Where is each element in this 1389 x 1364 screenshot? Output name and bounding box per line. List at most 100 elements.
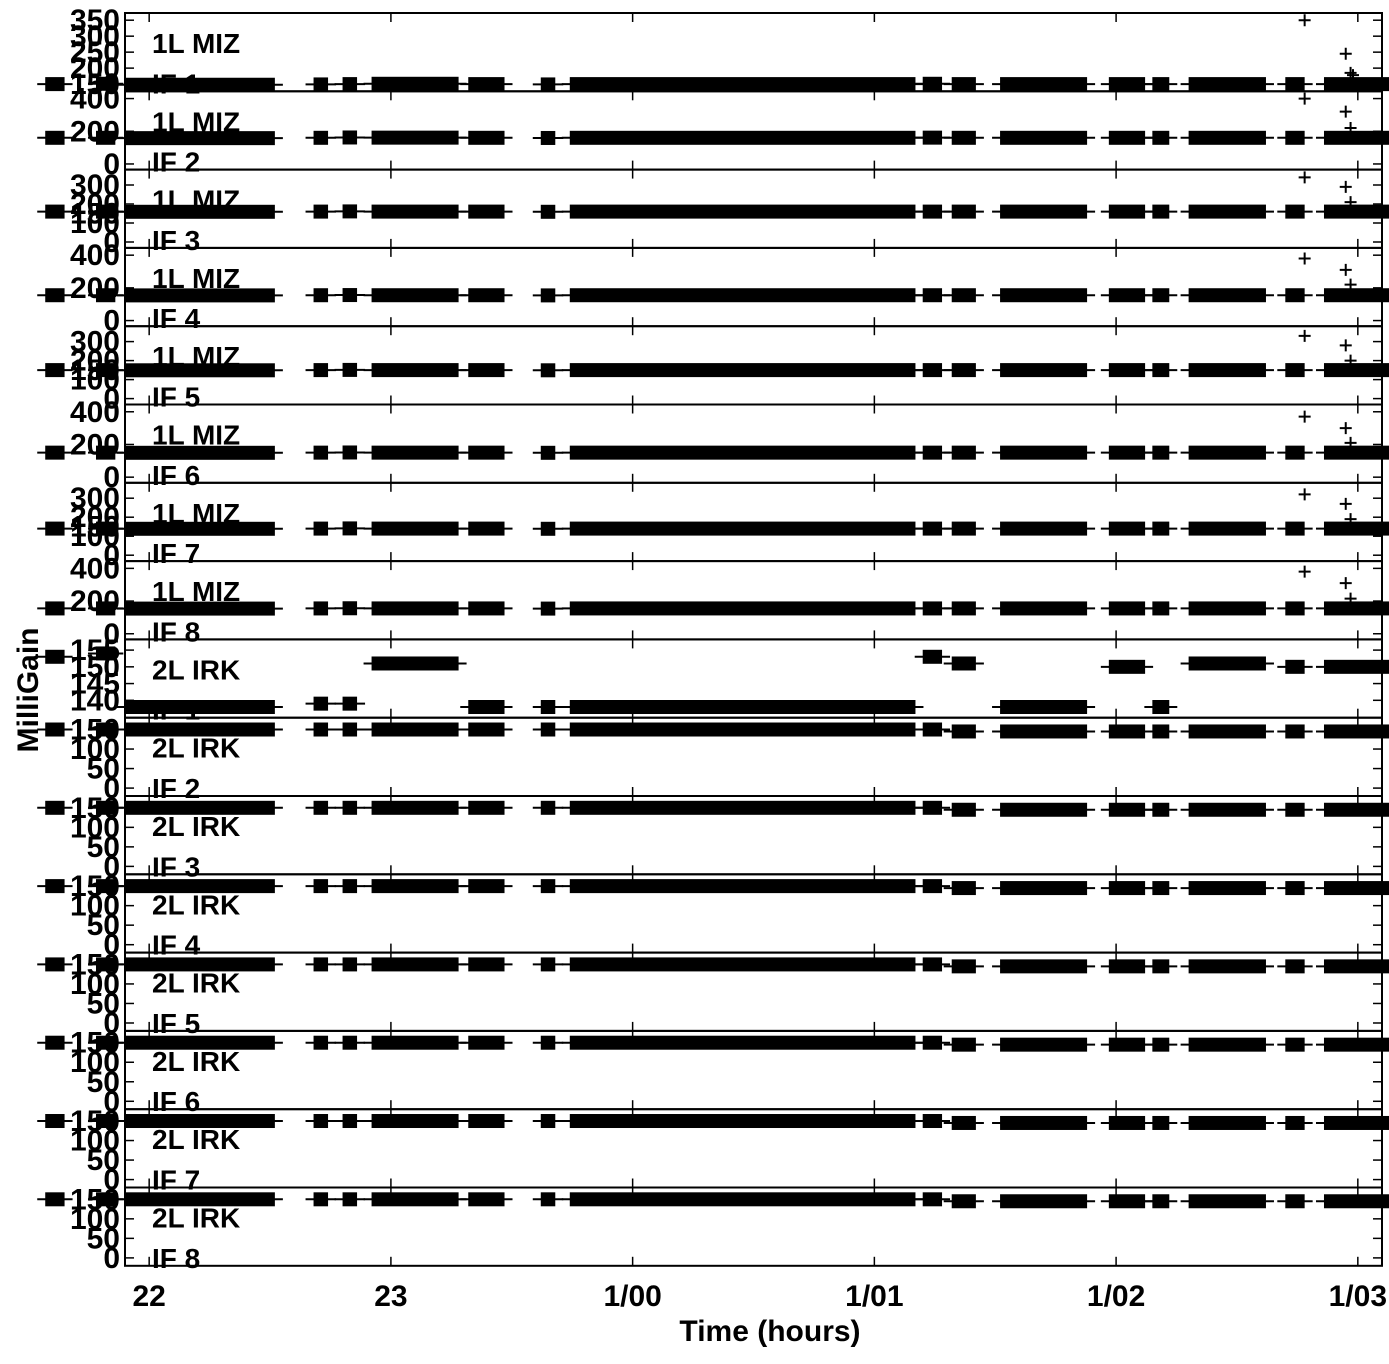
- y-tick-label: 145: [70, 668, 120, 701]
- y-tick-label: 0: [103, 226, 120, 259]
- y-tick-label: 100: [70, 811, 120, 844]
- outlier-point: [1344, 196, 1357, 209]
- panel-if-label: IF 4: [152, 930, 201, 961]
- y-tick-label: 400: [70, 396, 120, 429]
- panel-if-label: IF 3: [152, 225, 200, 256]
- y-tick-label: 100: [70, 968, 120, 1001]
- y-tick-label: 350: [70, 4, 120, 37]
- y-tick-label: 0: [103, 461, 120, 494]
- y-tick-label: 100: [70, 733, 120, 766]
- y-tick-label: 0: [103, 383, 120, 416]
- y-tick-label: 0: [103, 1085, 120, 1118]
- x-tick-label: 1/01: [845, 1280, 903, 1313]
- panel-frame: [124, 560, 1383, 641]
- panel-antenna-label: 2L IRK: [152, 811, 240, 842]
- outlier-point: [1339, 497, 1352, 510]
- x-tick-label: 22: [132, 1280, 165, 1313]
- y-tick-label: 50: [87, 909, 120, 942]
- y-tick-label: 0: [103, 539, 120, 572]
- outlier-point: [1344, 592, 1357, 605]
- y-tick-label: 300: [70, 20, 120, 53]
- panel-if-label: IF 2: [152, 147, 200, 178]
- y-tick-label: 50: [87, 753, 120, 786]
- y-axis-title: MilliGain: [12, 627, 45, 752]
- outlier-point: [1344, 513, 1357, 526]
- y-tick-label: 400: [70, 552, 120, 585]
- y-tick-label: 0: [103, 1164, 120, 1197]
- x-axis: 22 23 1/00 1/01 1/02 1/03: [132, 1280, 1387, 1313]
- outlier-point: [1298, 252, 1311, 265]
- y-tick-label: 0: [103, 929, 120, 962]
- x-tick-label: 1/02: [1087, 1280, 1145, 1313]
- outlier-point: [1298, 488, 1311, 501]
- y-tick-label: 400: [70, 239, 120, 272]
- y-tick-label: 50: [87, 1222, 120, 1255]
- outlier-point: [1344, 354, 1357, 367]
- y-tick-label: 0: [103, 850, 120, 883]
- panel-frame: [124, 90, 1383, 171]
- y-tick-label: 50: [87, 987, 120, 1020]
- y-tick-label: 50: [87, 1066, 120, 1099]
- panel-if-label: IF 7: [152, 538, 200, 569]
- y-tick-label: 300: [70, 482, 120, 515]
- panel-antenna-label: 2L IRK: [152, 733, 240, 764]
- outlier-point: [1339, 339, 1352, 352]
- outlier-point: [1346, 69, 1359, 82]
- panel-antenna-label: 2L IRK: [152, 1203, 240, 1234]
- y-tick-label: 0: [103, 618, 120, 651]
- outlier-point: [1298, 565, 1311, 578]
- panel-if-label: IF 5: [152, 1008, 200, 1039]
- y-tick-label: 100: [70, 1203, 120, 1236]
- panel-antenna-label: 2L IRK: [152, 889, 240, 920]
- outlier-point: [1298, 329, 1311, 342]
- outlier-point: [1298, 171, 1311, 184]
- outlier-point: [1344, 278, 1357, 291]
- panel-if-label: IF 6: [152, 460, 200, 491]
- panel-antenna-label: 2L IRK: [152, 968, 240, 999]
- outlier-point: [1344, 121, 1357, 134]
- y-tick-label: 100: [70, 1046, 120, 1079]
- outlier-point: [1339, 47, 1352, 60]
- outlier-point: [1339, 105, 1352, 118]
- panel-antenna-label: 2L IRK: [152, 1124, 240, 1155]
- y-tick-label: 400: [70, 83, 120, 116]
- y-tick-label: 0: [103, 148, 120, 181]
- panel-if-label: IF 8: [152, 616, 200, 647]
- outlier-point: [1339, 577, 1352, 590]
- panel-if-label: IF 4: [152, 303, 201, 334]
- y-tick-label: 50: [87, 831, 120, 864]
- x-tick-label: 1/03: [1329, 1280, 1387, 1313]
- y-tick-label: 300: [70, 169, 120, 202]
- y-tick-label: 140: [70, 684, 120, 717]
- panel-antenna-label: 1L MIZ: [152, 420, 240, 451]
- panel-if-label: IF 5: [152, 382, 200, 413]
- outlier-point: [1298, 92, 1311, 105]
- y-tick-label: 250: [70, 36, 120, 69]
- outlier-point: [1339, 422, 1352, 435]
- panel-frame: [124, 246, 1383, 328]
- y-tick-label: 0: [103, 1242, 120, 1275]
- y-tick-label: 300: [70, 326, 120, 359]
- panel-frame: [124, 403, 1383, 484]
- x-tick-label: 23: [374, 1280, 407, 1313]
- panel-if-label: IF 2: [152, 773, 200, 804]
- panel-if-label: IF 3: [152, 851, 200, 882]
- panel-antenna-label: 1L MIZ: [152, 28, 240, 59]
- x-axis-title: Time (hours): [679, 1315, 860, 1348]
- outlier-point: [1344, 436, 1357, 449]
- y-tick-label: 0: [103, 1007, 120, 1040]
